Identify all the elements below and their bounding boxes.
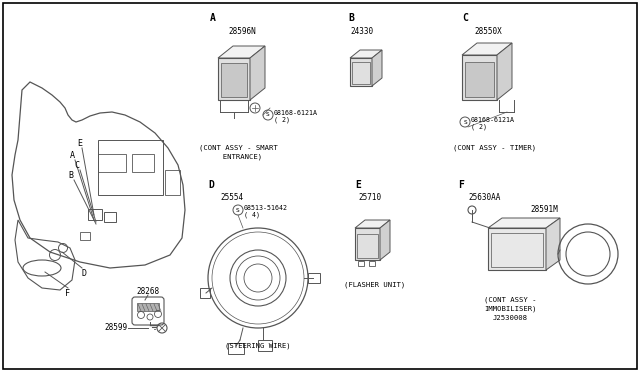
Bar bbox=[258, 340, 272, 351]
Bar bbox=[165, 170, 180, 195]
Text: 08168-6121A: 08168-6121A bbox=[274, 110, 318, 116]
Bar bbox=[358, 261, 364, 266]
Text: ( 4): ( 4) bbox=[244, 212, 260, 218]
Bar bbox=[488, 228, 546, 270]
Polygon shape bbox=[350, 50, 382, 58]
Bar bbox=[218, 58, 250, 100]
Text: ENTRANCE): ENTRANCE) bbox=[214, 154, 262, 160]
Text: 25710: 25710 bbox=[358, 193, 381, 202]
Text: S: S bbox=[236, 208, 240, 212]
Bar bbox=[88, 209, 102, 220]
Text: (CONT ASSY - SMART: (CONT ASSY - SMART bbox=[198, 145, 277, 151]
Bar bbox=[350, 58, 372, 86]
Text: D: D bbox=[208, 180, 214, 190]
Text: (CONT ASSY - TIMER): (CONT ASSY - TIMER) bbox=[453, 145, 536, 151]
Polygon shape bbox=[380, 220, 390, 260]
Text: D: D bbox=[81, 269, 86, 279]
Text: E: E bbox=[77, 138, 83, 148]
Polygon shape bbox=[546, 218, 560, 270]
Text: A: A bbox=[70, 151, 74, 160]
Text: 28596N: 28596N bbox=[228, 28, 256, 36]
Bar bbox=[104, 212, 116, 222]
Text: (STEERING WIRE): (STEERING WIRE) bbox=[225, 343, 291, 349]
Text: 08168-6121A: 08168-6121A bbox=[471, 117, 515, 123]
Polygon shape bbox=[462, 43, 512, 55]
Text: F: F bbox=[458, 180, 464, 190]
Polygon shape bbox=[488, 218, 560, 228]
Bar bbox=[80, 232, 90, 240]
Text: (FLASHER UNIT): (FLASHER UNIT) bbox=[344, 282, 406, 288]
Bar bbox=[221, 63, 247, 97]
Text: J2530008: J2530008 bbox=[493, 315, 527, 321]
Text: ( 2): ( 2) bbox=[274, 117, 290, 123]
Text: 28591M: 28591M bbox=[530, 205, 557, 215]
Polygon shape bbox=[218, 46, 265, 58]
Polygon shape bbox=[250, 46, 265, 100]
Text: 28599: 28599 bbox=[105, 324, 128, 333]
Text: A: A bbox=[210, 13, 216, 23]
Text: IMMOBILISER): IMMOBILISER) bbox=[484, 306, 536, 312]
Text: 08513-51642: 08513-51642 bbox=[244, 205, 288, 211]
Text: (CONT ASSY -: (CONT ASSY - bbox=[484, 297, 536, 303]
Bar bbox=[98, 154, 126, 172]
Text: 28268: 28268 bbox=[136, 288, 159, 296]
Text: S: S bbox=[463, 119, 467, 125]
Bar bbox=[200, 288, 210, 298]
Polygon shape bbox=[497, 43, 512, 100]
Text: E: E bbox=[355, 180, 361, 190]
Bar bbox=[352, 62, 370, 84]
Bar bbox=[465, 62, 494, 97]
Bar bbox=[228, 343, 244, 354]
Bar bbox=[462, 55, 497, 100]
Bar bbox=[132, 154, 154, 172]
Text: B: B bbox=[348, 13, 354, 23]
Text: B: B bbox=[68, 170, 74, 180]
Text: ( 2): ( 2) bbox=[471, 124, 487, 130]
Polygon shape bbox=[372, 50, 382, 86]
Bar bbox=[355, 228, 380, 260]
Text: C: C bbox=[74, 160, 79, 170]
Bar bbox=[369, 261, 375, 266]
Bar bbox=[491, 233, 543, 267]
Polygon shape bbox=[355, 220, 390, 228]
Text: 28550X: 28550X bbox=[474, 28, 502, 36]
Text: 25554: 25554 bbox=[220, 193, 243, 202]
Bar bbox=[98, 140, 163, 195]
Text: F: F bbox=[65, 289, 70, 298]
Text: C: C bbox=[462, 13, 468, 23]
Bar bbox=[137, 303, 159, 311]
Text: S: S bbox=[266, 112, 270, 118]
Bar bbox=[308, 273, 320, 283]
Text: 25630AA: 25630AA bbox=[468, 193, 500, 202]
Text: 24330: 24330 bbox=[350, 28, 373, 36]
Bar bbox=[357, 234, 378, 258]
